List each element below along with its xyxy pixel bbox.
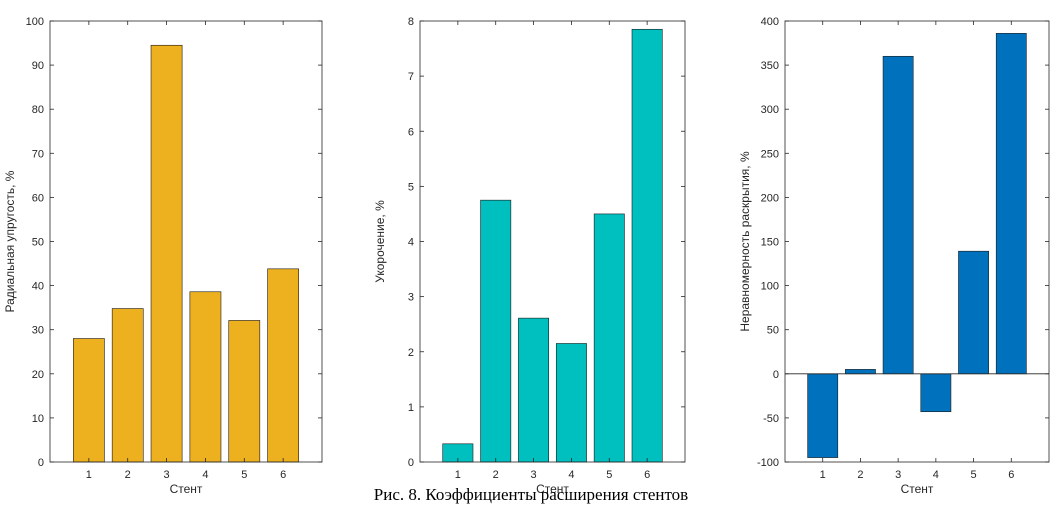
y-axis-label: Радиальная упругость, % <box>3 170 17 312</box>
y-tick-label: 50 <box>767 325 779 337</box>
y-tick-label: 350 <box>761 60 779 72</box>
y-tick-label: 100 <box>761 281 779 293</box>
y-tick-label: 40 <box>32 281 44 293</box>
x-axis-label: Стент <box>901 482 934 496</box>
bar-6 <box>267 268 299 463</box>
x-tick-label: 5 <box>606 469 612 481</box>
y-tick-label: 70 <box>32 148 44 160</box>
bar-6 <box>995 33 1027 375</box>
bar-1 <box>807 373 839 458</box>
x-tick-label: 3 <box>531 469 537 481</box>
x-tick-label: 5 <box>241 469 247 481</box>
y-tick-label: 0 <box>408 457 414 469</box>
bar-5 <box>228 320 261 463</box>
bar-5 <box>958 250 989 375</box>
x-tick-label: 3 <box>164 469 170 481</box>
y-tick-label: 4 <box>408 237 414 249</box>
y-tick-label: -100 <box>757 457 779 469</box>
x-tick-label: 5 <box>971 469 977 481</box>
x-axis-label: Стент <box>536 482 569 496</box>
x-tick-label: 6 <box>644 469 650 481</box>
bar-4 <box>555 343 587 463</box>
bar-1 <box>73 338 105 463</box>
y-tick-label: 200 <box>761 192 779 204</box>
bar-2 <box>480 199 512 463</box>
y-tick-label: 60 <box>32 192 44 204</box>
bar-3 <box>518 317 550 463</box>
y-axis-label: Неравномерность раскрытия, % <box>738 151 752 332</box>
x-axis-label: Стент <box>170 482 203 496</box>
y-tick-label: 8 <box>408 16 414 28</box>
chart-panel-2: 0 1 2 3 4 5 6 7 8 1 2 3 4 5 6 Стент Укорочение, % <box>373 16 686 496</box>
y-tick-label: 300 <box>761 104 779 116</box>
y-tick-label: 6 <box>408 126 414 138</box>
x-tick-label: 1 <box>455 469 461 481</box>
bar-2 <box>111 308 144 463</box>
y-tick-label: 0 <box>38 457 44 469</box>
y-tick-label: -50 <box>763 413 779 425</box>
x-tick-label: 2 <box>493 469 499 481</box>
x-tick-label: 6 <box>1008 469 1014 481</box>
bar-3 <box>882 55 914 375</box>
bar-5 <box>593 213 625 463</box>
x-tick-label: 1 <box>86 469 92 481</box>
x-tick-label: 4 <box>933 469 939 481</box>
bar-4 <box>920 373 952 413</box>
bar-2 <box>845 369 876 375</box>
y-tick-label: 80 <box>32 104 44 116</box>
x-tick-label: 6 <box>280 469 286 481</box>
y-tick-label: 7 <box>408 71 414 83</box>
y-axis-label: Укорочение, % <box>373 200 387 283</box>
y-tick-label: 400 <box>761 16 779 28</box>
bar-4 <box>189 291 222 463</box>
y-tick-label: 2 <box>408 347 414 359</box>
y-tick-label: 250 <box>761 148 779 160</box>
y-tick-label: 10 <box>32 413 44 425</box>
x-tick-label: 2 <box>857 469 863 481</box>
y-tick-label: 3 <box>408 292 414 304</box>
y-tick-label: 90 <box>32 60 44 72</box>
bar-3 <box>150 44 183 463</box>
chart-panel-1: 0 10 20 30 40 50 60 70 80 90 100 1 2 3 4 5 6 Стент Радиаль… <box>3 16 323 496</box>
y-tick-label: 50 <box>32 237 44 249</box>
figure-caption: Рис. 8. Коэффициенты расширения стентов <box>373 485 689 504</box>
y-tick-label: 5 <box>408 181 414 193</box>
chart-panel-3: -100 -50 0 50 100 150 200 250 300 350 400 1 2 3 4 5 6 Сте… <box>738 16 1050 496</box>
x-tick-label: 2 <box>125 469 131 481</box>
x-tick-label: 3 <box>895 469 901 481</box>
y-tick-label: 20 <box>32 369 44 381</box>
bar-6 <box>631 28 663 463</box>
x-tick-label: 1 <box>820 469 826 481</box>
y-tick-label: 100 <box>26 16 44 28</box>
x-tick-label: 4 <box>568 469 574 481</box>
y-tick-label: 30 <box>32 325 44 337</box>
x-tick-label: 4 <box>202 469 208 481</box>
y-tick-label: 1 <box>408 402 414 414</box>
y-tick-label: 0 <box>773 369 779 381</box>
y-tick-label: 150 <box>761 237 779 249</box>
